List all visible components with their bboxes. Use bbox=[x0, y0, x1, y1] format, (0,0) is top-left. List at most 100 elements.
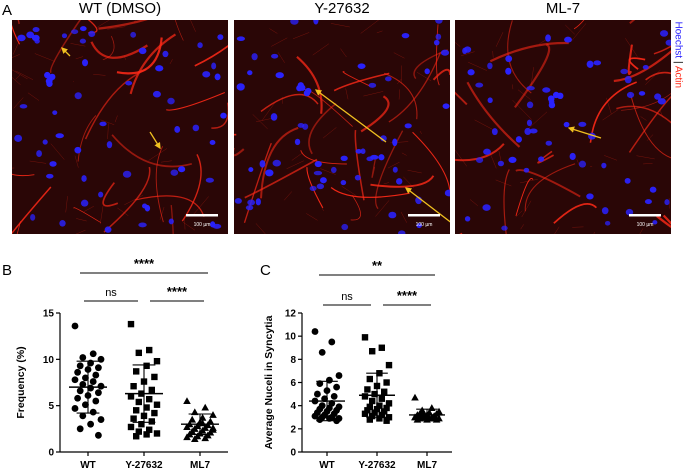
legend-actin: Actin bbox=[672, 65, 684, 89]
x-tick-label: ML7 bbox=[190, 460, 210, 471]
arrow-icon bbox=[149, 131, 161, 150]
significance-label: ns bbox=[341, 291, 353, 303]
data-point bbox=[153, 357, 161, 365]
y-tick-label: 0 bbox=[48, 448, 54, 459]
data-point bbox=[133, 433, 140, 440]
data-point bbox=[201, 434, 209, 442]
panel-c-letter: C bbox=[260, 262, 271, 279]
data-point bbox=[311, 412, 319, 420]
data-point bbox=[378, 344, 385, 351]
data-point bbox=[74, 368, 81, 376]
data-point bbox=[76, 425, 84, 433]
data-point bbox=[79, 354, 87, 361]
stain-legend: Hoechst | Actin bbox=[670, 22, 685, 142]
actin-network bbox=[12, 20, 228, 234]
arrow-icon bbox=[314, 89, 387, 143]
data-point bbox=[97, 416, 105, 423]
data-point bbox=[364, 386, 371, 393]
data-point bbox=[153, 401, 161, 408]
y-tick-label: 4 bbox=[290, 401, 296, 412]
y-axis-label: Average Nuceli in Syncytia bbox=[263, 315, 275, 449]
y-tick-label: 2 bbox=[290, 424, 296, 435]
data-point bbox=[135, 428, 142, 435]
data-point bbox=[183, 397, 191, 405]
data-point bbox=[71, 322, 79, 330]
y-tick-label: 0 bbox=[290, 448, 296, 459]
data-point bbox=[376, 415, 383, 422]
panel-a-letter: A bbox=[2, 2, 13, 19]
significance-label: ns bbox=[105, 287, 117, 299]
data-point bbox=[311, 328, 319, 335]
data-point bbox=[89, 378, 97, 385]
data-point bbox=[371, 409, 378, 416]
x-tick-label: WT bbox=[80, 460, 96, 471]
data-point bbox=[411, 393, 419, 401]
significance-label: **** bbox=[134, 256, 155, 271]
data-point bbox=[369, 348, 376, 355]
y-tick-label: 5 bbox=[48, 401, 54, 412]
data-point bbox=[133, 407, 140, 414]
data-point bbox=[385, 400, 393, 407]
data-point bbox=[191, 435, 199, 443]
data-point bbox=[381, 388, 388, 395]
data-point bbox=[127, 423, 135, 431]
scale-bar-label: 100 µm bbox=[637, 222, 654, 228]
significance-label: ** bbox=[372, 258, 383, 273]
data-point bbox=[79, 412, 87, 420]
data-point bbox=[130, 415, 137, 422]
micrograph-ml7: 100 µm bbox=[455, 20, 671, 234]
data-point bbox=[383, 404, 390, 412]
data-point bbox=[364, 407, 371, 414]
x-tick-label: ML7 bbox=[417, 460, 437, 471]
data-point bbox=[87, 420, 94, 428]
data-point bbox=[135, 349, 142, 357]
y-axis-label: Frequency (%) bbox=[15, 346, 27, 418]
data-point bbox=[318, 348, 326, 356]
data-point bbox=[135, 398, 142, 406]
y-tick-label: 10 bbox=[43, 355, 55, 366]
micro-title-ml7: ML-7 bbox=[545, 0, 581, 17]
data-point bbox=[146, 395, 153, 403]
arrow-icon bbox=[61, 47, 71, 57]
micrograph-wt: 100 µm bbox=[12, 20, 228, 234]
data-point bbox=[328, 338, 336, 346]
data-point bbox=[411, 413, 419, 421]
legend-hoechst: Hoechst bbox=[672, 21, 684, 59]
data-point bbox=[82, 401, 89, 409]
data-point bbox=[76, 362, 84, 370]
data-point bbox=[198, 413, 207, 421]
data-point bbox=[369, 397, 376, 405]
scale-bar-label: 100 µm bbox=[416, 222, 433, 228]
data-point bbox=[361, 334, 369, 341]
scale-bar bbox=[186, 214, 218, 217]
data-point bbox=[330, 393, 338, 400]
arrow-icons bbox=[61, 47, 161, 150]
data-point bbox=[383, 379, 390, 386]
data-point bbox=[371, 390, 378, 398]
data-point bbox=[385, 361, 393, 369]
significance-label: **** bbox=[397, 288, 418, 303]
data-point bbox=[361, 393, 369, 400]
data-point bbox=[76, 387, 84, 395]
data-point bbox=[133, 368, 140, 375]
micro-title-wt: WT (DMSO) bbox=[78, 0, 162, 17]
data-point bbox=[188, 427, 196, 435]
data-point bbox=[335, 372, 343, 379]
data-point bbox=[369, 412, 376, 420]
data-point bbox=[95, 364, 102, 372]
data-point bbox=[366, 375, 373, 383]
data-point bbox=[148, 418, 155, 425]
data-point bbox=[143, 362, 150, 370]
data-point bbox=[188, 415, 196, 423]
actin-network bbox=[234, 20, 450, 234]
data-point bbox=[146, 426, 153, 433]
data-point bbox=[209, 411, 217, 418]
data-point bbox=[183, 433, 191, 441]
data-point bbox=[314, 390, 321, 398]
arrow-icon bbox=[567, 126, 602, 139]
panel-b-letter: B bbox=[2, 262, 13, 279]
data-point bbox=[153, 430, 161, 437]
data-point bbox=[209, 424, 217, 431]
data-point bbox=[151, 409, 158, 417]
data-point bbox=[97, 382, 105, 390]
